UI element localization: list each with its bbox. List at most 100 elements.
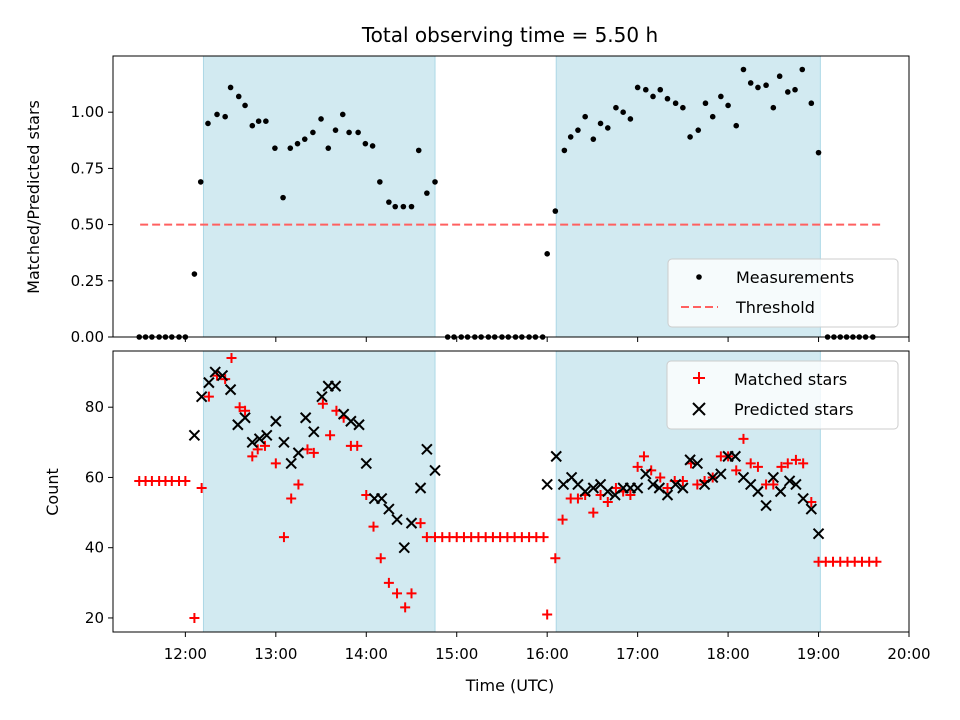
matched-star-point	[234, 402, 245, 413]
measurement-point	[255, 118, 262, 124]
measurement-point	[590, 136, 597, 142]
predicted-star-point	[239, 412, 251, 424]
matched-star-point	[602, 497, 613, 508]
y-tick-label-bottom: 20	[85, 609, 104, 627]
measurement-point	[763, 82, 769, 89]
measurement-point	[310, 129, 316, 136]
measurement-point	[657, 86, 664, 93]
predicted-star-point	[669, 478, 682, 491]
measurement-point	[386, 199, 392, 205]
predicted-star-point	[752, 485, 764, 498]
matched-star-point	[212, 370, 223, 381]
measurement-point	[369, 143, 376, 149]
measurement-point	[792, 86, 798, 93]
measurement-point	[776, 73, 783, 80]
measurement-point	[808, 100, 815, 107]
y-axis-label-bottom: Count	[43, 468, 62, 516]
measurement-point	[263, 118, 269, 124]
measurement-point	[227, 84, 234, 91]
predicted-star-point	[647, 478, 659, 491]
matched-star-point	[415, 518, 426, 529]
measurement-point	[214, 111, 220, 118]
matched-star-point	[375, 553, 386, 564]
panel-bottom-counts: 20 40 60 80 12:00 13:00 14:00 15:00 16:00 17:00 18…	[43, 350, 931, 663]
legend-marker-matched	[693, 372, 705, 384]
matched-star-point	[752, 461, 763, 472]
matched-star-point	[270, 458, 281, 469]
y-tick-label-bottom: 80	[85, 398, 104, 416]
measurement-point	[325, 145, 332, 151]
measurement-point	[815, 149, 822, 156]
predicted-star-point	[414, 482, 427, 494]
measurement-point	[205, 120, 211, 127]
matched-star-point	[646, 465, 657, 476]
predicted-star-point	[783, 475, 796, 487]
y-tick-label-top: 0.00	[71, 328, 104, 346]
predicted-star-point	[345, 415, 357, 427]
x-tick-label: 20:00	[887, 645, 930, 663]
matched-star-point	[383, 577, 394, 588]
matched-star-point	[196, 482, 207, 493]
measurement-point	[191, 271, 198, 277]
measurement-point	[725, 102, 731, 109]
shaded-interval-top-1	[202, 55, 436, 338]
x-tick-label: 19:00	[797, 645, 840, 663]
y-tick-label-top: 0.25	[71, 272, 104, 290]
predicted-star-point	[353, 419, 365, 431]
matched-star-point	[286, 493, 297, 504]
measurement-point	[709, 113, 716, 120]
predicted-star-point	[203, 376, 215, 389]
predicted-star-point	[805, 503, 818, 515]
matched-star-point	[293, 479, 304, 490]
measurement-point	[242, 102, 248, 109]
predicted-star-point	[429, 464, 441, 477]
measurement-point	[552, 208, 559, 214]
matched-star-point	[632, 461, 643, 472]
predicted-star-point	[421, 443, 433, 456]
matched-star-point	[542, 609, 553, 620]
measurement-point	[650, 93, 656, 100]
predicted-star-point	[707, 471, 719, 484]
matched-star-point	[557, 514, 568, 525]
matched-star-point	[259, 440, 270, 451]
y-tick-label-top: 1.00	[71, 103, 104, 121]
x-tick-label: 13:00	[254, 645, 297, 663]
matched-star-point	[550, 553, 561, 564]
measurement-point	[718, 93, 724, 100]
measurement-point	[544, 251, 550, 257]
measurement-point	[355, 129, 361, 136]
predicted-star-point	[797, 492, 809, 505]
matched-star-point	[278, 532, 289, 543]
measurement-point	[400, 203, 407, 210]
legend-top: Measurements Threshold	[667, 258, 899, 328]
predicted-star-point	[278, 436, 290, 449]
legend-label-threshold: Threshold	[735, 298, 815, 317]
y-tick-label-bottom: 60	[85, 468, 104, 486]
x-tick-label: 16:00	[526, 645, 569, 663]
x-tick-label: 18:00	[706, 645, 749, 663]
matched-star-point	[768, 479, 779, 490]
matched-star-point	[625, 490, 636, 501]
matched-star-point	[302, 444, 313, 455]
predicted-star-point	[677, 482, 689, 494]
predicted-star-point	[360, 457, 372, 470]
predicted-star-point	[316, 390, 328, 403]
matched-star-point	[352, 440, 363, 451]
matched-star-point	[392, 588, 403, 599]
measurement-point	[695, 127, 702, 133]
predicted-star-point	[329, 380, 342, 392]
panel-top-measurements: 0.00 0.25 0.50 0.75 1.00 Matched/Predicted s…	[24, 55, 910, 346]
plot-frame-top	[112, 55, 910, 338]
measurement-point	[620, 109, 626, 115]
matched-star-point	[745, 458, 756, 469]
y-tick-label-bottom: 40	[85, 539, 104, 557]
predicted-star-point	[188, 429, 201, 442]
predicted-star-point	[391, 513, 403, 526]
matched-star-point	[325, 430, 336, 441]
predicted-star-point	[812, 527, 825, 540]
measurement-point	[604, 125, 611, 131]
predicted-star-point	[691, 457, 704, 470]
matched-star-point	[738, 433, 749, 444]
predicted-star-point	[760, 499, 772, 512]
